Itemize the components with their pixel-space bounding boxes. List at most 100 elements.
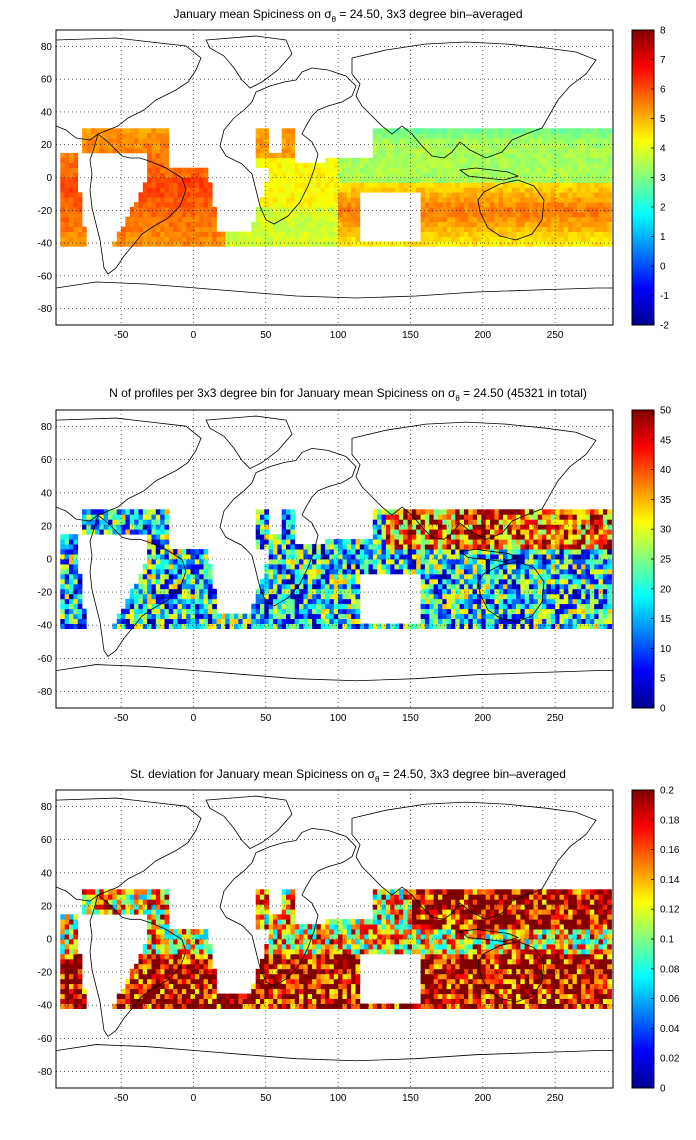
heatmap-cell: [220, 613, 226, 619]
heatmap-cell: [151, 519, 157, 525]
heatmap-cell: [407, 187, 413, 193]
heatmap-cell: [468, 509, 473, 515]
heatmap-cell: [199, 182, 204, 188]
heatmap-cell: [503, 207, 508, 213]
heatmap-cell: [424, 152, 430, 159]
heatmap-cell: [164, 221, 170, 228]
heatmap-cell: [576, 608, 582, 615]
heatmap-cell: [286, 578, 291, 585]
heatmap-cell: [424, 993, 430, 999]
heatmap-cell: [73, 221, 79, 228]
heatmap-cell: [160, 1003, 165, 1009]
heatmap-cell: [381, 509, 387, 515]
heatmap-cell: [598, 613, 604, 619]
heatmap-cell: [455, 236, 460, 242]
heatmap-cell: [325, 197, 330, 203]
heatmap-cell: [490, 162, 495, 169]
heatmap-cell: [277, 608, 283, 615]
heatmap-cell: [312, 1003, 317, 1009]
heatmap-cell: [377, 177, 382, 183]
heatmap-cell: [563, 623, 569, 629]
heatmap-cell: [255, 138, 261, 144]
heatmap-cell: [529, 177, 534, 183]
heatmap-cell: [498, 133, 504, 139]
heatmap-cell: [455, 1003, 460, 1009]
heatmap-cell: [303, 216, 309, 223]
heatmap-cell: [316, 187, 322, 193]
heatmap-cell: [464, 187, 469, 193]
heatmap-cell: [151, 148, 157, 154]
heatmap-cell: [563, 143, 569, 149]
heatmap-cell: [464, 1003, 469, 1009]
heatmap-cell: [73, 152, 79, 159]
heatmap-cell: [264, 236, 269, 242]
heatmap-cell: [485, 623, 491, 629]
heatmap-cell: [121, 236, 126, 242]
heatmap-cell: [398, 133, 404, 139]
heatmap-cell: [142, 613, 148, 619]
heatmap-cell: [64, 157, 70, 164]
heatmap-cell: [338, 583, 343, 590]
heatmap-cell: [290, 226, 296, 232]
heatmap-cell: [181, 588, 187, 595]
heatmap-cell: [355, 539, 361, 545]
heatmap-cell: [524, 167, 530, 173]
heatmap-cell: [264, 613, 269, 619]
heatmap-cell: [216, 623, 222, 629]
heatmap-cell: [199, 1003, 204, 1009]
heatmap-cell: [199, 568, 204, 575]
heatmap-cell: [559, 554, 565, 560]
heatmap-cell: [446, 211, 452, 218]
heatmap-cell: [307, 573, 313, 580]
heatmap-cell: [524, 177, 530, 183]
heatmap-cell: [394, 128, 400, 134]
heatmap-cell: [155, 603, 161, 610]
heatmap-cell: [247, 993, 252, 999]
heatmap-cell: [142, 593, 148, 600]
heatmap-cell: [542, 623, 547, 629]
heatmap-cell: [320, 554, 326, 560]
heatmap-cell: [446, 157, 452, 164]
heatmap-cell: [294, 231, 300, 237]
heatmap-cell: [307, 554, 313, 560]
heatmap-cell: [264, 608, 269, 615]
heatmap-cell: [69, 162, 74, 169]
heatmap-cell: [446, 554, 452, 560]
heatmap-cell: [607, 988, 612, 995]
heatmap-cell: [589, 167, 595, 173]
heatmap-cell: [520, 623, 526, 629]
heatmap-cell: [147, 998, 152, 1004]
heatmap-cell: [116, 231, 122, 237]
heatmap-cell: [511, 182, 517, 188]
heatmap-cell: [607, 618, 612, 624]
heatmap-cell: [598, 598, 604, 605]
heatmap-cell: [394, 544, 400, 550]
heatmap-cell: [69, 993, 74, 999]
heatmap-cell: [442, 573, 447, 580]
heatmap-cell: [472, 192, 478, 198]
heatmap-cell: [207, 568, 213, 575]
heatmap-cell: [299, 236, 304, 242]
heatmap-cell: [260, 539, 265, 545]
heatmap-cell: [481, 613, 486, 619]
heatmap-cell: [433, 128, 439, 134]
heatmap-cell: [542, 524, 547, 530]
heatmap-cell: [242, 1003, 248, 1009]
heatmap-cell: [325, 226, 330, 232]
heatmap-cell: [503, 993, 508, 999]
heatmap-cell: [516, 509, 521, 515]
heatmap-cell: [268, 202, 274, 208]
heatmap-cell: [585, 559, 591, 565]
heatmap-cell: [429, 613, 434, 619]
heatmap-cell: [507, 529, 513, 535]
heatmap-cell: [299, 182, 304, 188]
heatmap-cell: [411, 519, 417, 525]
heatmap-cell: [312, 187, 317, 193]
heatmap-cell: [390, 509, 395, 515]
heatmap-cell: [173, 167, 178, 173]
heatmap-cell: [177, 192, 183, 198]
heatmap-cell: [255, 211, 261, 218]
heatmap-cell: [420, 598, 426, 605]
heatmap-cell: [134, 613, 139, 619]
